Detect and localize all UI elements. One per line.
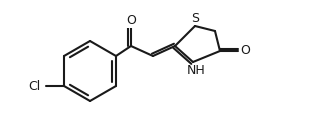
Text: Cl: Cl xyxy=(28,80,40,92)
Text: O: O xyxy=(240,44,250,58)
Text: NH: NH xyxy=(187,64,205,78)
Text: S: S xyxy=(191,12,199,24)
Text: O: O xyxy=(126,15,136,27)
